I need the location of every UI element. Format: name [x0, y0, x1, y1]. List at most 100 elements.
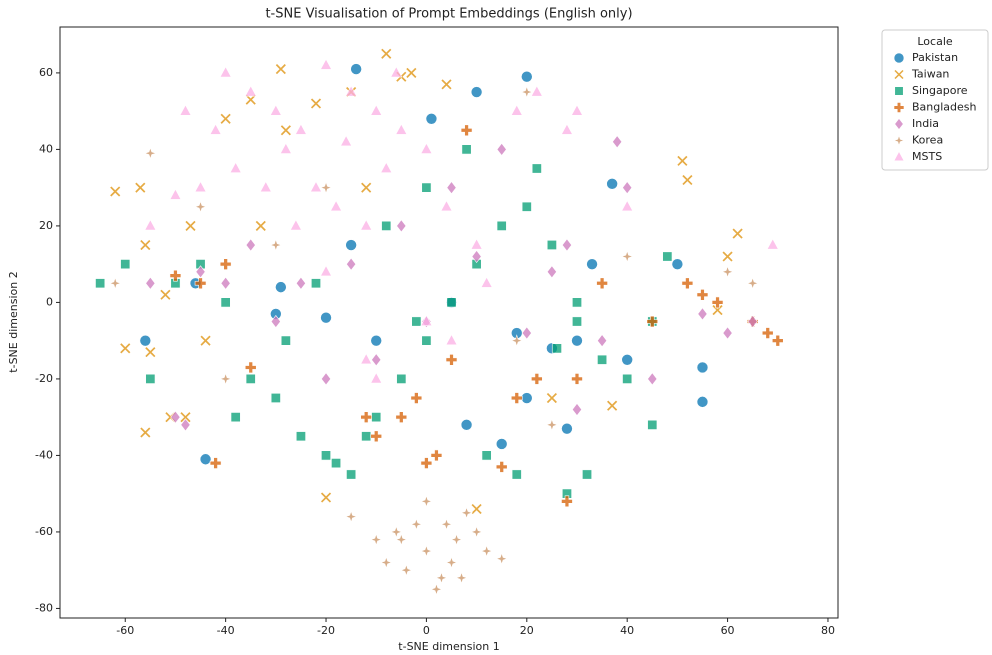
scatter-point	[766, 238, 779, 250]
scatter-point	[561, 422, 573, 435]
scatter-point	[394, 533, 408, 547]
scatter-point	[360, 219, 373, 231]
scatter-point	[410, 392, 423, 404]
scatter-point	[545, 392, 558, 404]
scatter-point	[134, 181, 147, 194]
plot-frame	[59, 26, 839, 619]
x-tick-label: 40	[620, 624, 634, 637]
scatter-point	[572, 316, 582, 327]
scatter-point	[696, 396, 709, 408]
scatter-point	[531, 163, 542, 174]
scatter-point	[379, 556, 393, 569]
scatter-point	[711, 304, 724, 316]
legend-box	[881, 29, 989, 171]
scatter-point	[399, 563, 413, 577]
y-axis-label: t-SNE dimension 2	[7, 271, 20, 372]
scatter-point	[596, 277, 608, 290]
scatter-point	[139, 334, 152, 347]
scatter-point	[420, 142, 433, 154]
scatter-point	[721, 250, 734, 263]
scatter-point	[411, 316, 422, 327]
y-tick-label: -60	[35, 525, 53, 538]
x-tick-label: -20	[317, 624, 335, 637]
scatter-point	[219, 66, 232, 78]
scatter-point	[470, 86, 483, 98]
scatter-point	[279, 142, 292, 154]
scatter-point	[521, 201, 532, 212]
scatter-point	[621, 200, 634, 212]
scatter-point	[495, 461, 508, 473]
scatter-point	[446, 297, 457, 308]
scatter-point	[510, 392, 523, 404]
scatter-point	[480, 276, 493, 288]
scatter-point	[279, 124, 292, 137]
scatter-point	[721, 265, 735, 279]
scatter-point	[254, 219, 267, 232]
scatter-point	[747, 315, 758, 329]
scatter-point	[612, 135, 623, 149]
scatter-point	[771, 334, 784, 347]
scatter-point	[311, 278, 321, 289]
scatter-point	[396, 219, 407, 233]
scatter-point	[430, 449, 443, 462]
scatter-point	[195, 259, 206, 270]
scatter-point	[495, 552, 509, 566]
scatter-point	[380, 161, 393, 173]
scatter-point	[143, 146, 157, 160]
scatter-point	[606, 178, 618, 190]
scatter-point	[320, 312, 332, 324]
scatter-point	[294, 123, 307, 135]
scatter-point	[561, 488, 572, 499]
scatter-point	[572, 297, 582, 308]
scatter-point	[430, 582, 443, 596]
x-tick-label: -60	[116, 624, 134, 637]
scatter-point	[269, 104, 282, 116]
scatter-point	[471, 249, 482, 264]
legend-marker	[893, 52, 905, 64]
scatter-point	[169, 269, 182, 282]
x-tick-label: 20	[520, 624, 534, 637]
scatter-point	[180, 418, 191, 432]
scatter-point	[330, 200, 343, 212]
scatter-point	[435, 571, 448, 585]
scatter-point	[184, 219, 197, 232]
scatter-point	[390, 66, 403, 78]
y-tick-label: 60	[39, 66, 53, 79]
scatter-point	[531, 373, 543, 385]
legend-marker	[893, 102, 905, 113]
scatter-point	[275, 281, 287, 293]
scatter-point	[270, 308, 282, 320]
scatter-point	[425, 113, 438, 125]
scatter-point	[219, 258, 232, 270]
scatter-point	[421, 335, 432, 346]
scatter-point	[561, 495, 573, 508]
scatter-point	[109, 185, 122, 198]
scatter-point	[520, 392, 533, 404]
scatter-point	[194, 200, 207, 214]
scatter-point	[621, 354, 633, 366]
scatter-point	[145, 373, 156, 384]
scatter-point	[199, 334, 212, 347]
scatter-point	[380, 47, 393, 60]
scatter-point	[746, 276, 760, 290]
x-tick-label: -40	[217, 624, 235, 637]
scatter-point	[647, 419, 658, 430]
scatter-point	[370, 430, 383, 443]
scatter-point	[470, 525, 484, 539]
y-tick-label: -20	[35, 372, 53, 385]
scatter-point	[551, 343, 562, 354]
y-tick-label: 0	[46, 295, 53, 308]
scatter-point	[561, 238, 573, 252]
scatter-point	[446, 181, 457, 195]
scatter-point	[722, 326, 733, 340]
scatter-point	[360, 411, 372, 423]
x-axis-label: t-SNE dimension 1	[398, 640, 499, 653]
scatter-point	[139, 239, 152, 251]
scatter-point	[209, 123, 222, 135]
scatter-point	[419, 544, 433, 558]
scatter-point	[229, 161, 242, 173]
scatter-point	[370, 104, 383, 116]
legend-label: India	[912, 117, 939, 130]
legend-label: Singapore	[912, 84, 968, 97]
scatter-point	[145, 276, 156, 290]
